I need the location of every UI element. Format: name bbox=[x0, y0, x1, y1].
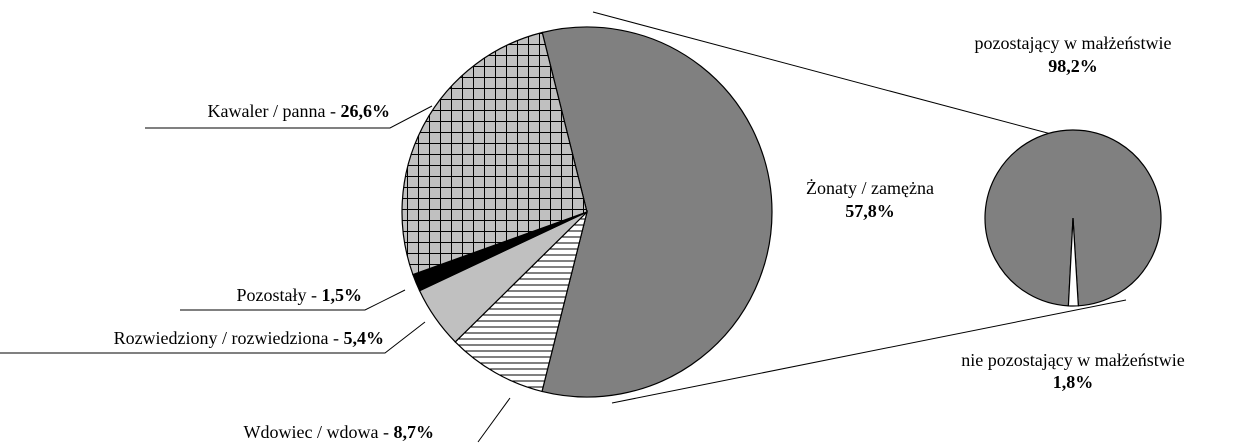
connector-line bbox=[611, 299, 1127, 404]
slice-name: Wdowiec / wdowa bbox=[244, 422, 379, 442]
pie-slice bbox=[454, 210, 589, 393]
connectors bbox=[592, 11, 1127, 404]
slice-label: Kawaler / panna - 26,6% bbox=[208, 101, 390, 121]
slice-label: Rozwiedziony / rozwiedziona - 5,4% bbox=[114, 328, 384, 348]
pie-slice bbox=[401, 31, 588, 276]
slice-label: Pozostały - 1,5% bbox=[237, 285, 363, 305]
leader-line bbox=[0, 321, 426, 354]
slice-value-label: 26,6% bbox=[341, 101, 391, 121]
label-separator: - bbox=[329, 328, 344, 348]
pie-slice bbox=[984, 129, 1162, 307]
slice-value-label: 1,8% bbox=[1053, 372, 1094, 392]
label-separator: - bbox=[379, 422, 394, 442]
slice-label: pozostający w małżeństwie bbox=[975, 33, 1172, 53]
slice-name: Kawaler / panna bbox=[208, 101, 326, 121]
leader-line bbox=[180, 289, 406, 311]
slice-value-label: 57,8% bbox=[845, 201, 895, 221]
slice-label: nie pozostający w małżeństwie bbox=[961, 350, 1184, 370]
label-separator: - bbox=[307, 285, 322, 305]
slice-name: Pozostały bbox=[237, 285, 307, 305]
label-separator: - bbox=[326, 101, 341, 121]
slice-value-label: 1,5% bbox=[322, 285, 363, 305]
leader-line bbox=[145, 105, 433, 129]
connector-line bbox=[592, 11, 1101, 148]
slice-value-label: 98,2% bbox=[1048, 56, 1098, 76]
slice-label: Żonaty / zamężna bbox=[806, 178, 934, 198]
slice-name: Rozwiedziony / rozwiedziona bbox=[114, 328, 329, 348]
pie-slice bbox=[541, 26, 773, 398]
slice-label: Wdowiec / wdowa - 8,7% bbox=[244, 422, 434, 442]
leader-line bbox=[477, 397, 511, 443]
slice-value-label: 5,4% bbox=[344, 328, 385, 348]
pie-slice bbox=[1067, 217, 1079, 307]
slice-value-label: 8,7% bbox=[394, 422, 435, 442]
leader-lines bbox=[0, 105, 511, 443]
